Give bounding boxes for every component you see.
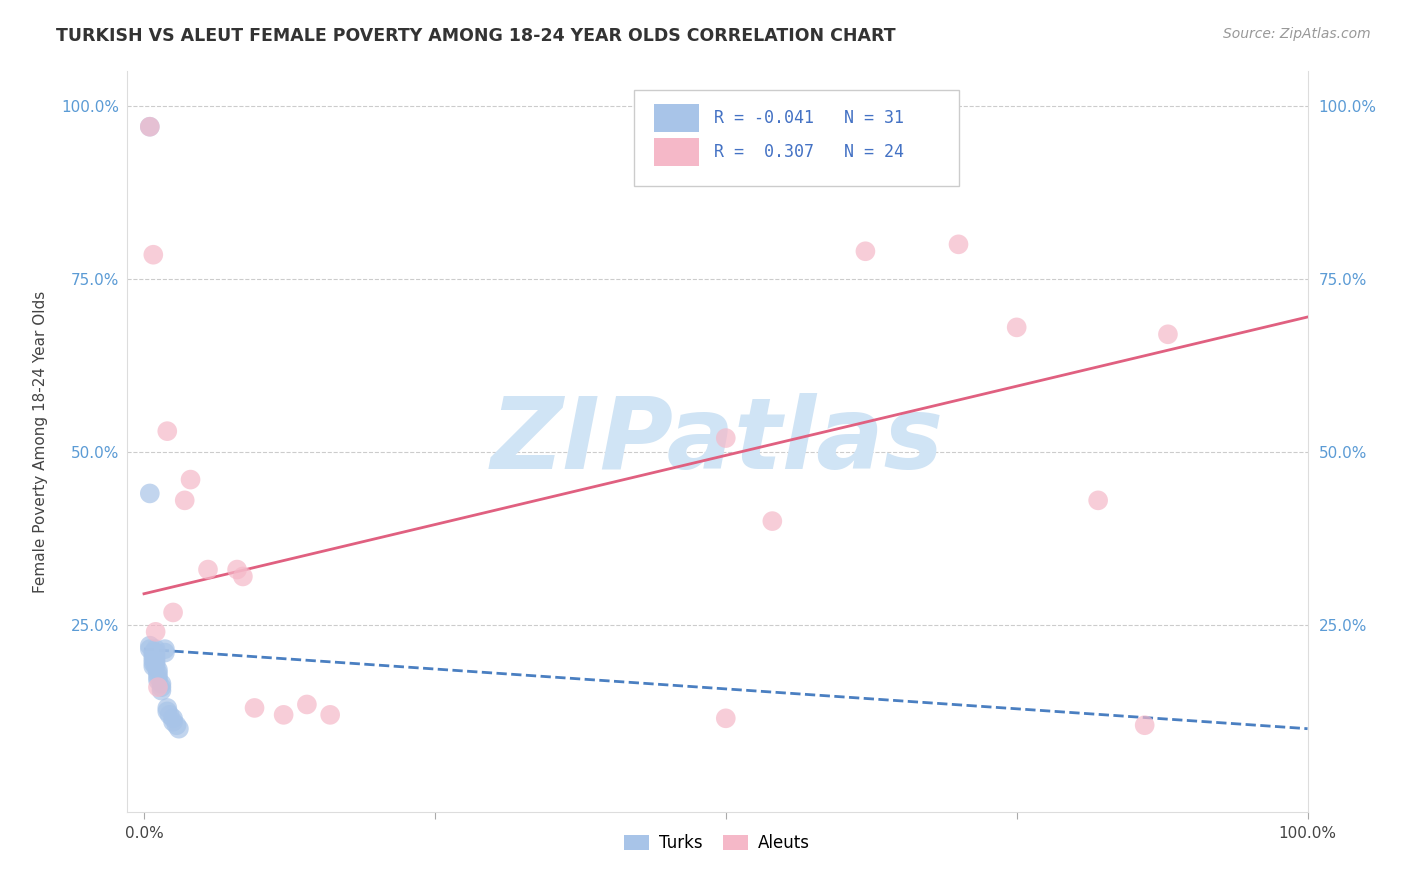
- Text: R =  0.307   N = 24: R = 0.307 N = 24: [713, 143, 904, 161]
- Point: [273, 707, 295, 722]
- Point: [142, 659, 165, 673]
- Point: [150, 683, 173, 698]
- Point: [162, 714, 184, 729]
- Point: [180, 473, 202, 487]
- Point: [156, 424, 179, 438]
- Point: [714, 711, 737, 725]
- Y-axis label: Female Poverty Among 18-24 Year Olds: Female Poverty Among 18-24 Year Olds: [32, 291, 48, 592]
- Point: [139, 639, 162, 653]
- Point: [146, 680, 169, 694]
- FancyBboxPatch shape: [654, 138, 699, 166]
- Point: [173, 493, 195, 508]
- Point: [167, 722, 190, 736]
- Point: [162, 711, 184, 725]
- Point: [142, 648, 165, 663]
- Point: [145, 642, 167, 657]
- Point: [145, 648, 167, 663]
- Point: [197, 563, 219, 577]
- Point: [146, 663, 169, 677]
- Point: [145, 652, 167, 666]
- Point: [1005, 320, 1028, 334]
- Point: [142, 652, 165, 666]
- FancyBboxPatch shape: [634, 90, 959, 186]
- Point: [145, 656, 167, 670]
- Point: [145, 646, 167, 660]
- Point: [139, 120, 162, 134]
- Point: [156, 705, 179, 719]
- Point: [139, 642, 162, 657]
- Point: [295, 698, 318, 712]
- Point: [1133, 718, 1156, 732]
- Point: [714, 431, 737, 445]
- Point: [153, 642, 176, 657]
- Point: [232, 569, 254, 583]
- Point: [145, 659, 167, 673]
- Point: [162, 606, 184, 620]
- Point: [153, 646, 176, 660]
- Point: [243, 701, 266, 715]
- Point: [139, 486, 162, 500]
- Point: [166, 718, 188, 732]
- Point: [142, 646, 165, 660]
- Text: Source: ZipAtlas.com: Source: ZipAtlas.com: [1223, 27, 1371, 41]
- Text: ZIPatlas: ZIPatlas: [491, 393, 943, 490]
- Point: [146, 666, 169, 681]
- Text: R = -0.041   N = 31: R = -0.041 N = 31: [713, 109, 904, 127]
- Point: [146, 670, 169, 684]
- Point: [948, 237, 970, 252]
- Point: [142, 248, 165, 262]
- Point: [855, 244, 877, 259]
- Point: [156, 701, 179, 715]
- Point: [150, 676, 173, 690]
- Legend: Turks, Aleuts: Turks, Aleuts: [617, 828, 817, 859]
- Point: [226, 563, 249, 577]
- Text: TURKISH VS ALEUT FEMALE POVERTY AMONG 18-24 YEAR OLDS CORRELATION CHART: TURKISH VS ALEUT FEMALE POVERTY AMONG 18…: [56, 27, 896, 45]
- Point: [142, 656, 165, 670]
- Point: [150, 680, 173, 694]
- Point: [319, 707, 342, 722]
- Point: [1087, 493, 1109, 508]
- Point: [761, 514, 783, 528]
- Point: [145, 624, 167, 639]
- Point: [146, 673, 169, 688]
- FancyBboxPatch shape: [654, 104, 699, 132]
- Point: [159, 707, 181, 722]
- Point: [1157, 327, 1180, 342]
- Point: [139, 120, 162, 134]
